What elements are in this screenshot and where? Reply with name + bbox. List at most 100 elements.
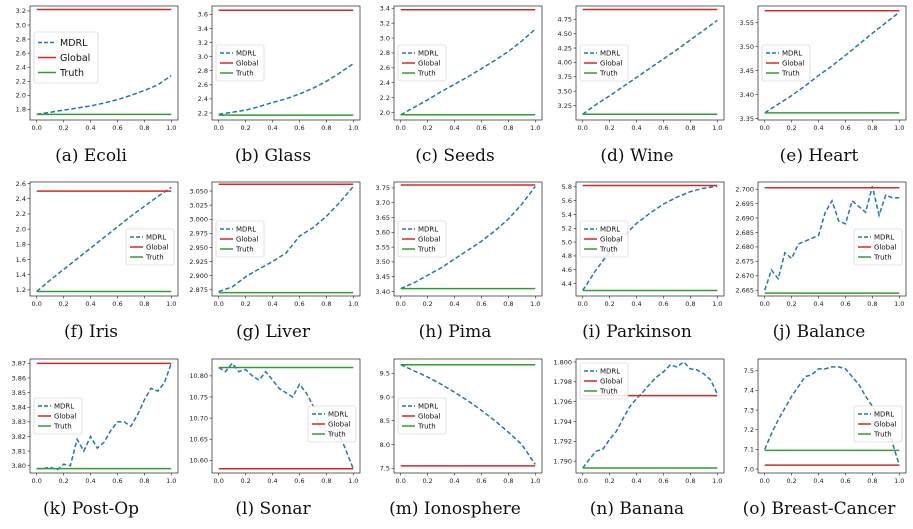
chart-caption: (d) Wine [600, 146, 674, 166]
y-tick-label: 5.8 [562, 183, 572, 191]
y-tick-label: 2.4 [380, 79, 390, 87]
y-tick-label: 3.50 [558, 88, 572, 96]
y-tick-label: 2.8 [380, 49, 390, 57]
series-line-mdrl [218, 63, 354, 116]
legend-label: Truth [417, 423, 436, 431]
chart-panel: 0.0 0.2 0.4 0.6 0.8 1.0 2.665 2.670 2.675 2.680 2.… [728, 176, 910, 352]
x-tick-label: 0.6 [112, 477, 122, 485]
legend-label: Truth [235, 246, 254, 254]
y-tick-label: 2.925 [189, 258, 208, 266]
x-tick-label: 0.0 [578, 124, 588, 132]
y-tick-label: 2.6 [198, 81, 208, 89]
x-tick-label: 0.4 [813, 124, 823, 132]
x-tick-label: 0.4 [267, 124, 277, 132]
x-tick-label: 0.4 [85, 124, 95, 132]
x-tick-label: 0.4 [267, 300, 277, 308]
chart-caption: (h) Pima [418, 322, 492, 342]
legend-box [579, 362, 629, 400]
line-chart: 0.0 0.2 0.4 0.6 0.8 1.0 2.665 2.670 2.675 2.680 2.… [735, 181, 907, 308]
legend: MDRL Global Truth [397, 44, 447, 82]
y-tick-label: 4.6 [562, 266, 572, 274]
legend-box [853, 228, 903, 266]
y-tick-label: 2.0 [16, 92, 26, 100]
x-tick-label: 1.0 [530, 124, 540, 132]
x-tick-label: 0.0 [32, 477, 42, 485]
x-tick-label: 0.6 [658, 124, 668, 132]
y-tick-label: 3.82 [12, 433, 26, 441]
legend: MDRL Global Truth [33, 397, 83, 435]
y-tick-label: 7.4 [744, 387, 754, 395]
y-tick-label: 3.86 [12, 374, 26, 382]
x-tick-label: 0.4 [449, 477, 459, 485]
chart-caption: (a) Ecoli [55, 146, 127, 166]
x-tick-label: 0.6 [294, 477, 304, 485]
legend: MDRL Global Truth [761, 44, 811, 82]
legend-label: Global [418, 236, 440, 244]
x-tick-label: 1.0 [348, 477, 358, 485]
y-tick-label: 2.690 [735, 214, 754, 222]
y-tick-label: 3.70 [376, 199, 390, 207]
x-tick-label: 0.2 [604, 477, 614, 485]
x-tick-label: 0.2 [240, 477, 250, 485]
legend-label: Truth [873, 431, 892, 439]
x-tick-label: 0.4 [631, 300, 641, 308]
chart-panel: 0.0 0.2 0.4 0.6 0.8 1.0 1.790 1.792 1.794 1.796 1.… [546, 353, 728, 529]
line-chart: 0.0 0.2 0.4 0.6 0.8 1.0 7.0 7.1 7.2 7.3 7.4 7.5 MDRL… [744, 358, 907, 485]
x-tick-label: 0.0 [396, 477, 406, 485]
y-tick-label: 2.680 [735, 243, 754, 251]
legend-box [397, 397, 447, 435]
legend: MDRL Global Truth [125, 228, 175, 266]
y-tick-label: 1.4 [16, 271, 26, 279]
x-tick-label: 0.8 [503, 477, 513, 485]
x-tick-label: 0.0 [214, 477, 224, 485]
legend-label: Global [146, 244, 168, 252]
series-line-mdrl [764, 186, 900, 291]
x-tick-label: 0.2 [604, 300, 614, 308]
series-line-mdrl [400, 185, 536, 290]
x-tick-label: 0.2 [786, 124, 796, 132]
y-tick-label: 3.4 [198, 25, 208, 33]
line-chart: 0.0 0.2 0.4 0.6 0.8 1.0 1.790 1.792 1.794 1.796 1.… [553, 358, 725, 485]
chart-panel: 0.0 0.2 0.4 0.6 0.8 1.0 7.0 7.1 7.2 7.3 7.4 7.5 MDRL… [728, 353, 910, 529]
line-chart: 0.0 0.2 0.4 0.6 0.8 1.0 1.8 2.0 2.2 2.4 2.6 2.8 3.0 3… [16, 5, 179, 132]
legend-label: Global [600, 60, 622, 68]
legend-label: MDRL [874, 234, 894, 242]
x-tick-label: 0.4 [85, 300, 95, 308]
x-tick-label: 1.0 [712, 300, 722, 308]
y-tick-label: 3.4 [380, 5, 390, 13]
legend-label: Global [600, 378, 622, 386]
x-tick-label: 0.6 [476, 300, 486, 308]
x-tick-label: 0.0 [760, 300, 770, 308]
y-tick-label: 3.0 [380, 34, 390, 42]
legend-label: Truth [599, 246, 618, 254]
legend-label: MDRL [600, 368, 620, 376]
plot-frame [393, 181, 543, 297]
y-tick-label: 2.695 [735, 200, 754, 208]
y-tick-label: 3.75 [376, 184, 390, 192]
legend-label: MDRL [418, 50, 438, 58]
x-tick-label: 0.6 [294, 124, 304, 132]
series-line-mdrl [400, 364, 536, 465]
x-tick-label: 0.2 [422, 477, 432, 485]
y-tick-label: 8.0 [380, 441, 390, 449]
plot-frame [211, 5, 361, 121]
chart-panel: 0.0 0.2 0.4 0.6 0.8 1.0 3.25 3.50 3.75 4.00 4.25 4.… [546, 0, 728, 176]
y-tick-label: 1.6 [16, 256, 26, 264]
legend-box [397, 220, 447, 258]
x-tick-label: 0.2 [422, 300, 432, 308]
x-tick-label: 0.0 [396, 300, 406, 308]
legend: MDRL Global Truth [33, 31, 99, 84]
legend-box [579, 220, 629, 258]
line-chart: 0.0 0.2 0.4 0.6 0.8 1.0 7.5 8.0 8.5 9.0 9.5 MDRL Glo… [380, 358, 543, 485]
legend: MDRL Global Truth [215, 44, 265, 82]
legend-label: MDRL [146, 234, 166, 242]
legend-box [33, 31, 99, 84]
chart-caption: (b) Glass [234, 146, 312, 166]
x-tick-label: 0.8 [867, 300, 877, 308]
y-tick-label: 2.900 [189, 272, 208, 280]
x-tick-label: 0.6 [112, 124, 122, 132]
y-tick-label: 3.2 [380, 19, 390, 27]
legend-label: Global [236, 236, 258, 244]
y-tick-label: 3.000 [189, 216, 208, 224]
